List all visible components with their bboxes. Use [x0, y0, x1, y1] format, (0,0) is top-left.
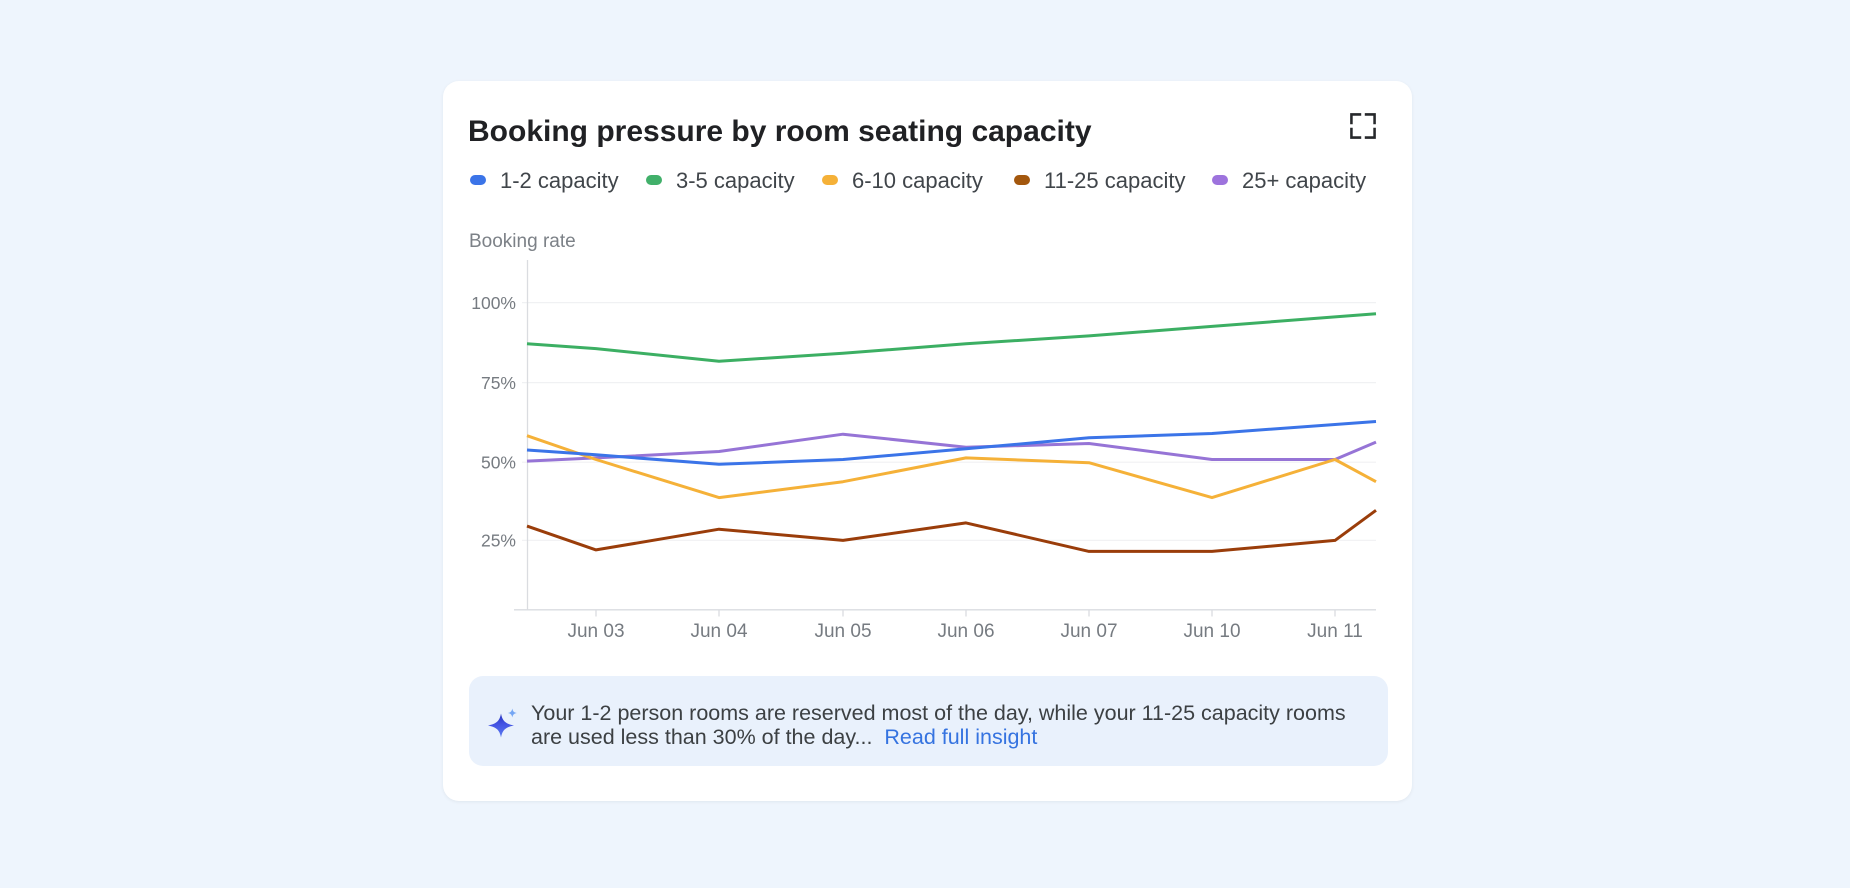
- svg-text:Jun 11: Jun 11: [1307, 621, 1363, 642]
- svg-text:100%: 100%: [471, 293, 516, 313]
- svg-text:Jun 07: Jun 07: [1060, 621, 1117, 642]
- svg-text:75%: 75%: [481, 373, 516, 393]
- svg-text:Jun 06: Jun 06: [937, 621, 994, 642]
- svg-text:50%: 50%: [481, 453, 516, 473]
- svg-text:25%: 25%: [481, 531, 516, 551]
- svg-text:Jun 03: Jun 03: [567, 621, 624, 642]
- svg-text:Jun 10: Jun 10: [1183, 621, 1240, 642]
- svg-text:Jun 04: Jun 04: [690, 621, 747, 642]
- svg-text:Jun 05: Jun 05: [814, 621, 871, 642]
